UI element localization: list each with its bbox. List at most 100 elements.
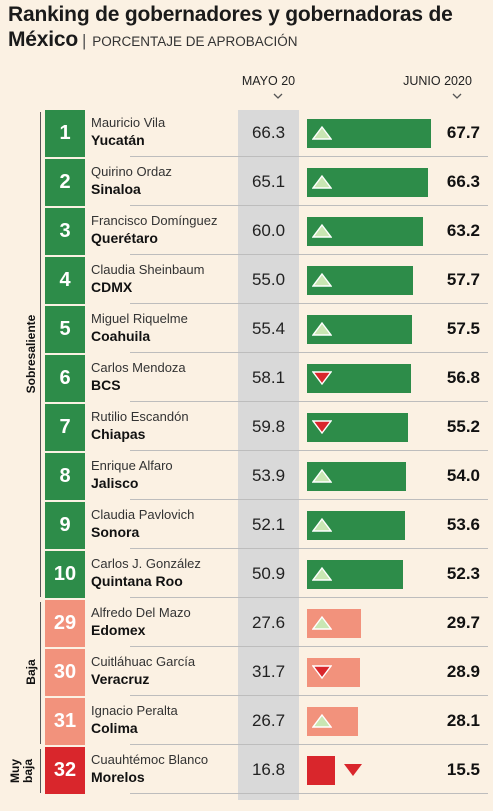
rank-badge: 29	[45, 600, 85, 647]
governor-name: Rutilio Escandón	[91, 409, 189, 424]
may-value: 59.8	[251, 417, 286, 436]
table-row: 31 Ignacio Peralta Colima 26.7 28.1	[45, 698, 488, 745]
trend-down-icon	[312, 420, 332, 434]
rank-badge: 8	[45, 453, 85, 500]
governor-name: Enrique Alfaro	[91, 458, 173, 473]
table-row: 6 Carlos Mendoza BCS 58.1 56.8	[45, 355, 488, 402]
june-value: 66.3	[446, 172, 480, 191]
governor-name: Quirino Ordaz	[91, 164, 172, 179]
may-value: 52.1	[251, 515, 286, 534]
table-row: 8 Enrique Alfaro Jalisco 53.9 54.0	[45, 453, 488, 500]
state-name: Sinaloa	[91, 181, 141, 197]
may-value: 60.0	[251, 221, 286, 240]
row-divider	[130, 205, 488, 206]
group-label-baja: Baja	[24, 659, 38, 685]
rank-badge: 10	[45, 551, 85, 598]
may-column-background	[238, 110, 299, 800]
state-name: Yucatán	[91, 132, 145, 148]
group-label-sobresaliente: Sobresaliente	[24, 314, 38, 393]
governor-name: Claudia Pavlovich	[91, 507, 195, 522]
may-value: 50.9	[251, 564, 286, 583]
governor-name: Ignacio Peralta	[91, 703, 178, 718]
rank-badge: 32	[45, 747, 85, 794]
state-name: Quintana Roo	[91, 573, 183, 589]
row-divider	[130, 499, 488, 500]
table-row: 5 Miguel Riquelme Coahuila 55.4 57.5	[45, 306, 488, 353]
governor-name: Miguel Riquelme	[91, 311, 188, 326]
chevron-down-icon	[273, 93, 283, 99]
group-bracket-line	[40, 112, 41, 597]
rank-badge: 7	[45, 404, 85, 451]
row-divider	[130, 450, 488, 451]
table-row: 29 Alfredo Del Mazo Edomex 27.6 29.7	[45, 600, 488, 647]
trend-down-icon	[312, 371, 332, 385]
trend-up-icon	[312, 273, 332, 287]
chart-title: Ranking de gobernadores y gobernadoras d…	[8, 2, 488, 54]
june-value: 28.9	[446, 662, 480, 681]
rank-badge: 1	[45, 110, 85, 157]
june-value: 29.7	[446, 613, 480, 632]
row-divider	[130, 793, 488, 794]
row-divider	[130, 695, 488, 696]
title-text: Ranking de gobernadores y gobernadoras d…	[8, 3, 453, 51]
may-value: 53.9	[251, 466, 286, 485]
june-value: 57.5	[446, 319, 480, 338]
may-value: 65.1	[251, 172, 286, 191]
column-header-may: MAYO 20	[241, 74, 296, 88]
state-name: Edomex	[91, 622, 146, 638]
row-divider	[130, 744, 488, 745]
chevron-down-icon	[452, 93, 462, 99]
june-value: 63.2	[446, 221, 480, 240]
state-name: Coahuila	[91, 328, 151, 344]
june-value: 54.0	[446, 466, 480, 485]
governor-name: Mauricio Vila	[91, 115, 166, 130]
june-bar	[307, 658, 360, 687]
june-value: 55.2	[446, 417, 480, 436]
trend-up-icon	[312, 616, 332, 630]
trend-up-icon	[312, 518, 332, 532]
rank-badge: 5	[45, 306, 85, 353]
table-row: 4 Claudia Sheinbaum CDMX 55.0 57.7	[45, 257, 488, 304]
trend-down-icon	[312, 665, 332, 679]
june-bar	[307, 756, 336, 785]
rank-badge: 2	[45, 159, 85, 206]
row-divider	[130, 401, 488, 402]
row-divider	[130, 548, 488, 549]
table-row: 1 Mauricio Vila Yucatán 66.3 67.7	[45, 110, 488, 157]
may-value: 66.3	[251, 123, 286, 142]
state-name: Sonora	[91, 524, 140, 540]
may-value: 55.0	[251, 270, 286, 289]
governor-name: Cuitláhuac García	[91, 654, 196, 669]
group-label-muy-baja: Muy baja	[8, 759, 35, 784]
trend-down-icon	[344, 764, 363, 776]
may-value: 26.7	[251, 711, 286, 730]
governor-name: Alfredo Del Mazo	[91, 605, 191, 620]
may-value: 58.1	[251, 368, 286, 387]
trend-up-icon	[312, 567, 332, 581]
june-bar	[307, 609, 362, 638]
june-value: 67.7	[446, 123, 480, 142]
row-divider	[130, 254, 488, 255]
rank-badge: 3	[45, 208, 85, 255]
table-row: 32 Cuauhtémoc Blanco Morelos 16.8 15.5	[45, 747, 488, 794]
governor-name: Claudia Sheinbaum	[91, 262, 205, 277]
row-divider	[130, 303, 488, 304]
may-value: 55.4	[251, 319, 286, 338]
state-name: Chiapas	[91, 426, 146, 442]
row-divider	[130, 156, 488, 157]
june-value: 57.7	[446, 270, 480, 289]
may-value: 27.6	[251, 613, 286, 632]
state-name: BCS	[91, 377, 121, 393]
june-value: 52.3	[446, 564, 480, 583]
governor-name: Cuauhtémoc Blanco	[91, 752, 209, 767]
trend-up-icon	[312, 224, 332, 238]
governor-name: Francisco Domínguez	[91, 213, 218, 228]
table-row: 30 Cuitláhuac García Veracruz 31.7 28.9	[45, 649, 488, 696]
row-divider	[130, 597, 488, 598]
table-row: 2 Quirino Ordaz Sinaloa 65.1 66.3	[45, 159, 488, 206]
row-divider	[130, 352, 488, 353]
trend-up-icon	[312, 469, 332, 483]
state-name: Jalisco	[91, 475, 139, 491]
table-row: 3 Francisco Domínguez Querétaro 60.0 63.2	[45, 208, 488, 255]
table-row: 7 Rutilio Escandón Chiapas 59.8 55.2	[45, 404, 488, 451]
